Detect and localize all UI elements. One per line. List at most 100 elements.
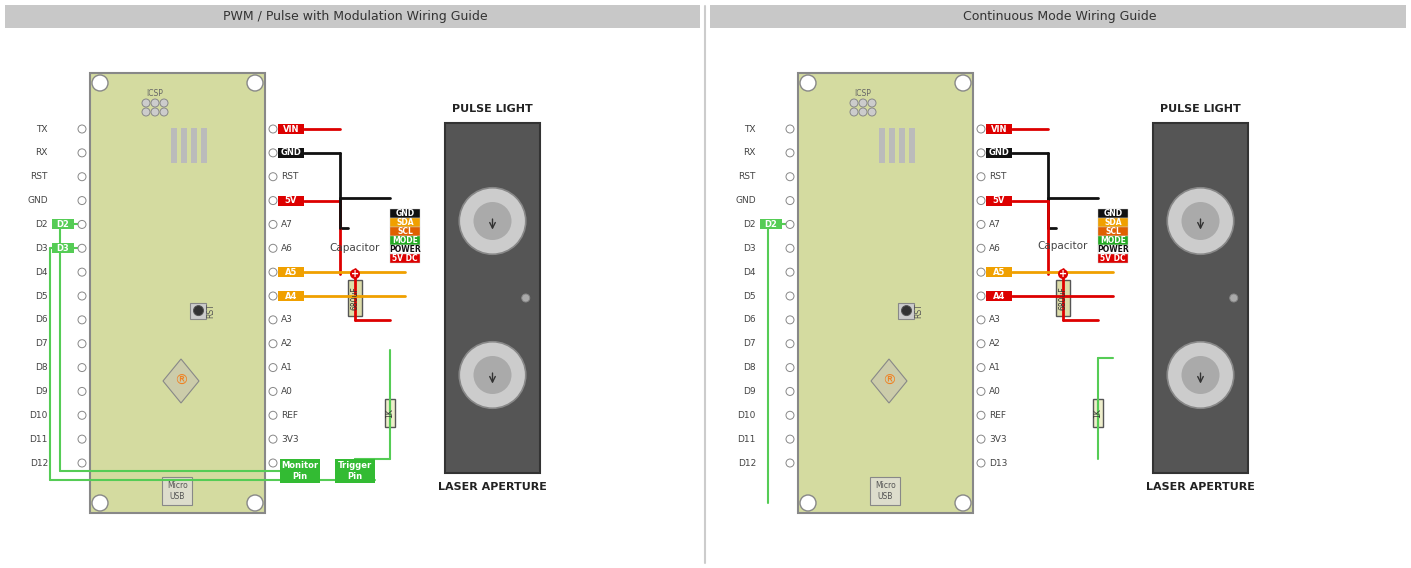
Circle shape bbox=[800, 495, 816, 511]
Bar bbox=[6, 5, 700, 28]
Circle shape bbox=[151, 99, 159, 107]
Text: SCL: SCL bbox=[1105, 227, 1120, 236]
Circle shape bbox=[270, 292, 277, 300]
Circle shape bbox=[78, 292, 86, 300]
Circle shape bbox=[902, 306, 912, 316]
Circle shape bbox=[868, 108, 876, 116]
Circle shape bbox=[976, 149, 985, 157]
Text: SCL: SCL bbox=[396, 227, 413, 236]
Circle shape bbox=[78, 149, 86, 157]
Bar bbox=[879, 128, 885, 163]
Text: SDA: SDA bbox=[396, 219, 413, 227]
Text: RX: RX bbox=[35, 148, 48, 157]
Circle shape bbox=[786, 459, 794, 467]
Circle shape bbox=[159, 99, 168, 107]
Text: RST: RST bbox=[281, 172, 298, 181]
Text: A4: A4 bbox=[993, 291, 1005, 300]
Circle shape bbox=[270, 340, 277, 348]
Circle shape bbox=[247, 75, 262, 91]
Bar bbox=[899, 128, 904, 163]
Circle shape bbox=[786, 387, 794, 395]
Circle shape bbox=[849, 99, 858, 107]
Circle shape bbox=[955, 495, 971, 511]
Text: TX: TX bbox=[37, 124, 48, 133]
Bar bbox=[278, 195, 303, 206]
Text: D8: D8 bbox=[35, 363, 48, 372]
Text: D4: D4 bbox=[35, 268, 48, 277]
Bar bbox=[889, 128, 895, 163]
Text: D13: D13 bbox=[989, 458, 1007, 467]
Text: Trigger
Pin: Trigger Pin bbox=[337, 461, 373, 481]
Circle shape bbox=[522, 294, 529, 302]
Circle shape bbox=[1181, 356, 1219, 394]
Circle shape bbox=[976, 435, 985, 443]
Text: RST: RST bbox=[914, 303, 923, 318]
Bar bbox=[1094, 399, 1103, 427]
Text: D5: D5 bbox=[35, 291, 48, 300]
Circle shape bbox=[270, 220, 277, 228]
Circle shape bbox=[786, 149, 794, 157]
Bar bbox=[899, 303, 914, 319]
Text: D4: D4 bbox=[744, 268, 756, 277]
Circle shape bbox=[270, 411, 277, 419]
Bar bbox=[710, 5, 1405, 28]
Circle shape bbox=[786, 173, 794, 181]
Circle shape bbox=[350, 269, 360, 279]
Circle shape bbox=[143, 99, 150, 107]
Circle shape bbox=[868, 99, 876, 107]
Bar bbox=[799, 73, 974, 513]
Bar bbox=[389, 219, 420, 227]
Text: Capacitor: Capacitor bbox=[330, 243, 380, 253]
Text: D6: D6 bbox=[744, 315, 756, 324]
Text: 5V: 5V bbox=[285, 196, 298, 205]
Circle shape bbox=[955, 75, 971, 91]
Text: ®: ® bbox=[174, 374, 188, 388]
Circle shape bbox=[786, 197, 794, 204]
Text: A6: A6 bbox=[989, 244, 1000, 253]
Bar bbox=[162, 477, 192, 505]
Text: LASER APERTURE: LASER APERTURE bbox=[1146, 482, 1254, 492]
Bar bbox=[871, 477, 900, 505]
Circle shape bbox=[786, 411, 794, 419]
Text: RST: RST bbox=[31, 172, 48, 181]
Text: A3: A3 bbox=[989, 315, 1000, 324]
Circle shape bbox=[78, 268, 86, 276]
Text: Capacitor: Capacitor bbox=[1038, 241, 1088, 251]
Circle shape bbox=[459, 188, 526, 254]
Text: PULSE LIGHT: PULSE LIGHT bbox=[452, 104, 533, 114]
Text: 680uF: 680uF bbox=[350, 286, 360, 310]
Text: A1: A1 bbox=[281, 363, 293, 372]
Circle shape bbox=[976, 125, 985, 133]
Text: A3: A3 bbox=[281, 315, 293, 324]
Bar bbox=[349, 280, 363, 316]
Circle shape bbox=[786, 435, 794, 443]
Circle shape bbox=[1181, 202, 1219, 240]
Circle shape bbox=[78, 364, 86, 371]
Circle shape bbox=[92, 495, 109, 511]
Bar bbox=[389, 245, 420, 254]
Circle shape bbox=[159, 108, 168, 116]
Bar bbox=[1153, 123, 1247, 473]
Text: A1: A1 bbox=[989, 363, 1000, 372]
Text: D3: D3 bbox=[744, 244, 756, 253]
Text: A7: A7 bbox=[281, 220, 293, 229]
Bar bbox=[389, 227, 420, 236]
Text: GND: GND bbox=[1103, 210, 1123, 219]
Text: PWM / Pulse with Modulation Wiring Guide: PWM / Pulse with Modulation Wiring Guide bbox=[223, 10, 487, 23]
Circle shape bbox=[474, 202, 512, 240]
Bar bbox=[278, 124, 303, 134]
Text: REF: REF bbox=[281, 411, 298, 420]
Circle shape bbox=[976, 340, 985, 348]
Bar bbox=[986, 124, 1012, 134]
Bar bbox=[1098, 254, 1127, 264]
Text: D10: D10 bbox=[30, 411, 48, 420]
Circle shape bbox=[270, 125, 277, 133]
Circle shape bbox=[976, 173, 985, 181]
Text: TX: TX bbox=[745, 124, 756, 133]
Text: 3V3: 3V3 bbox=[989, 435, 1006, 444]
Circle shape bbox=[1230, 294, 1237, 302]
Text: +: + bbox=[351, 269, 358, 279]
Bar bbox=[986, 291, 1012, 301]
Text: 5V DC: 5V DC bbox=[1101, 254, 1126, 264]
Text: POWER: POWER bbox=[1098, 245, 1129, 254]
